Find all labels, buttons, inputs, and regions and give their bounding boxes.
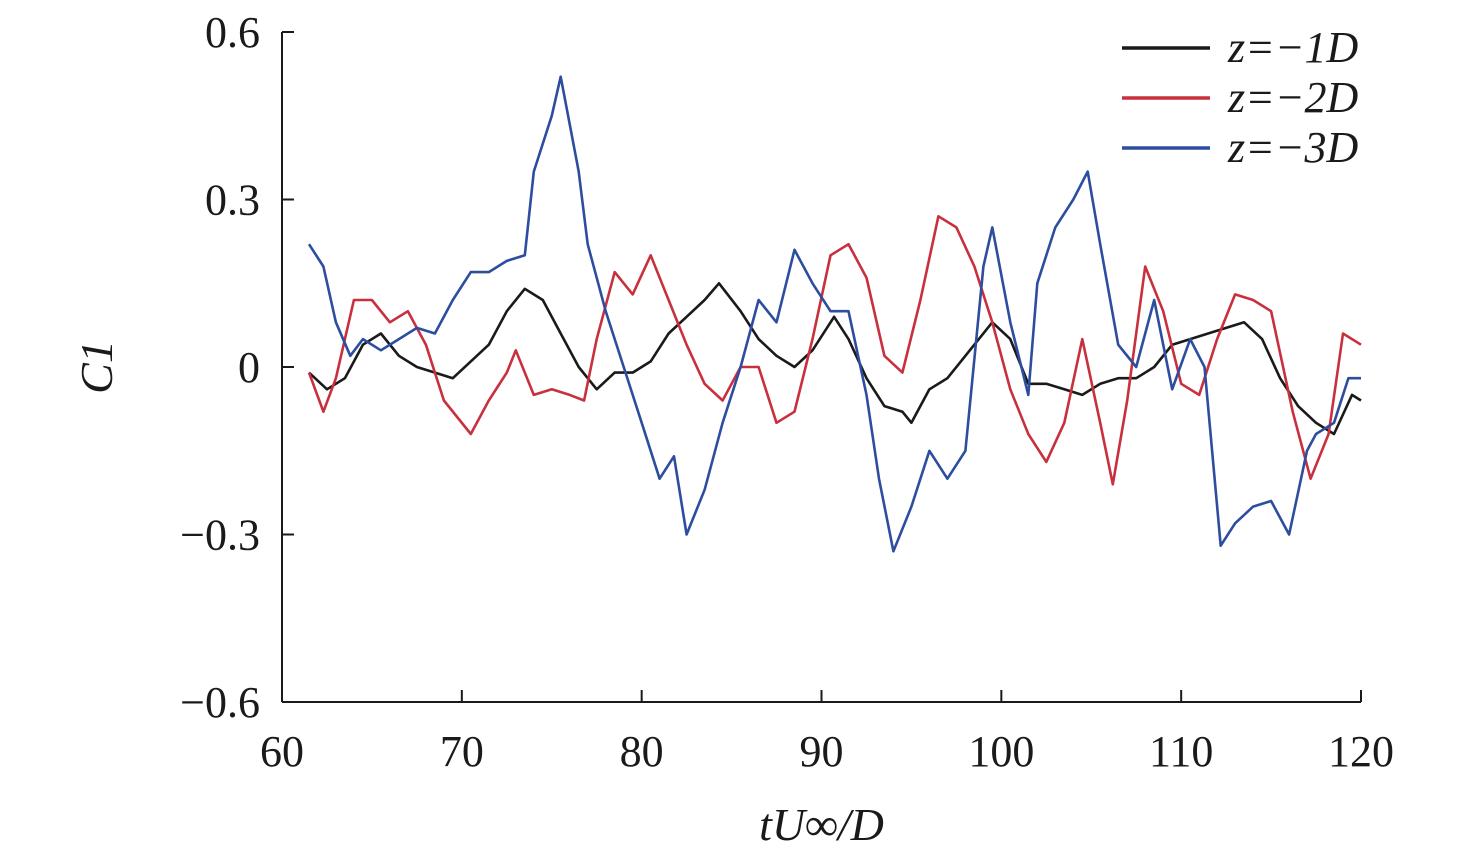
x-tick-label: 60 [260,727,304,776]
x-axis-title: tU∞/D [759,799,884,850]
legend-label: z=−2D [1227,73,1359,122]
series-line-3 [307,75,1361,553]
legend-label: z=−1D [1227,23,1359,72]
y-tick-label: 0 [238,343,260,392]
x-tick-label: 90 [800,727,844,776]
x-tick-label: 100 [968,727,1034,776]
x-axis-ticks: 60 70 80 90 100 110 120 [260,690,1394,776]
y-axis-ticks: 0.6 0.3 0 −0.3 −0.6 [180,8,294,727]
y-axis-title: C1 [71,340,122,394]
x-tick-label: 80 [620,727,664,776]
legend-label: z=−3D [1227,123,1359,172]
y-tick-label: 0.3 [205,176,260,225]
x-tick-label: 70 [440,727,484,776]
x-tick-label: 110 [1149,727,1213,776]
y-tick-label: −0.3 [180,511,260,560]
legend: z=−1Dz=−2Dz=−3D [1122,23,1359,172]
y-tick-label: 0.6 [205,8,260,57]
x-tick-label: 120 [1328,727,1394,776]
series-line-2 [307,215,1362,486]
y-tick-label: −0.6 [180,678,260,727]
series-layer [307,75,1362,553]
series-line-1 [308,281,1362,436]
